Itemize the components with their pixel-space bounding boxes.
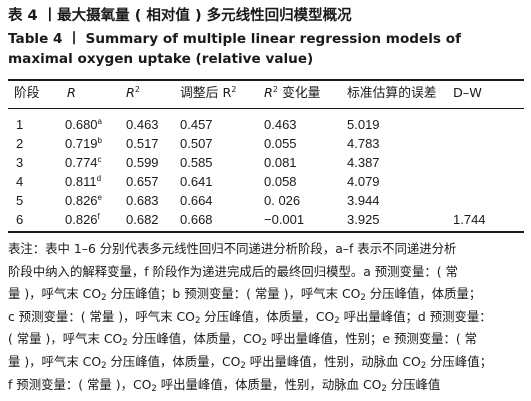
cell-standard-error: 3.944 xyxy=(347,193,380,208)
cell-r-squared: 0.657 xyxy=(126,174,159,189)
note-line: f 预测变量：( 常量 )，CO2 呼出量峰值，体质量，性别，动脉血 CO2 分… xyxy=(8,376,441,394)
header-durbin-watson: D–W xyxy=(453,86,482,101)
cell-r-squared-change: −0.001 xyxy=(264,212,305,227)
cell-r-squared: 0.517 xyxy=(126,136,159,151)
cell-adjusted-r-squared: 0.507 xyxy=(180,136,213,151)
header-r-squared-change: R2 变化量 xyxy=(264,85,321,102)
note-line: 量 )，呼气末 CO2 分压峰值；b 预测变量：( 常量 )，呼气末 CO2 分… xyxy=(8,286,482,304)
cell-stage: 5 xyxy=(16,193,24,208)
note-line: 表注：表中 1–6 分别代表多元线性回归不同递进分析阶段，a–f 表示不同递进分… xyxy=(8,241,457,256)
cell-r-squared: 0.682 xyxy=(126,212,159,227)
header-standard-error: 标准估算的误差 xyxy=(347,86,437,101)
note-line: 阶段中纳入的解释变量，f 阶段作为递进完成后的最终回归模型。a 预测变量：( 常 xyxy=(8,263,458,279)
cell-r-squared: 0.683 xyxy=(126,193,159,208)
cell-adjusted-r-squared: 0.457 xyxy=(180,117,213,132)
cell-r: 0.774c xyxy=(65,155,102,170)
table-title-chinese: 表 4 丨最大摄氧量 ( 相对值 ) 多元线性回归模型概况 xyxy=(8,8,352,24)
cell-standard-error: 4.079 xyxy=(347,174,380,189)
cell-adjusted-r-squared: 0.585 xyxy=(180,155,213,170)
table-notes: 表注：表中 1–6 分别代表多元线性回归不同递进分析阶段，a–f 表示不同递进分… xyxy=(8,238,524,396)
cell-standard-error: 4.387 xyxy=(347,155,380,170)
cell-stage: 2 xyxy=(16,136,24,151)
cell-r-squared-change: 0.058 xyxy=(264,174,297,189)
cell-adjusted-r-squared: 0.668 xyxy=(180,212,213,227)
note-line: c 预测变量：( 常量 )，呼气末 CO2 分压峰值，体质量，CO2 呼出量峰值… xyxy=(8,308,492,326)
cell-stage: 4 xyxy=(16,174,24,189)
cell-standard-error: 5.019 xyxy=(347,117,380,132)
cell-r-squared-change: 0.081 xyxy=(264,155,297,170)
cell-r: 0.811d xyxy=(65,174,102,189)
table-header-rule xyxy=(8,108,524,109)
header-r-squared: R2 xyxy=(126,85,140,102)
table-top-rule xyxy=(8,79,524,81)
cell-r: 0.826e xyxy=(65,193,102,208)
cell-stage: 1 xyxy=(16,117,24,132)
table-bottom-rule xyxy=(8,231,524,233)
cell-r-squared-change: 0. 026 xyxy=(264,193,301,208)
header-adjusted-r-squared: 调整后 R2 xyxy=(180,85,237,102)
cell-r-squared-change: 0.055 xyxy=(264,136,297,151)
header-stage: 阶段 xyxy=(14,86,40,101)
note-line: 量 )，呼气末 CO2 分压峰值，体质量，CO2 呼出量峰值，性别，动脉血 CO… xyxy=(8,353,493,371)
cell-r-squared-change: 0.463 xyxy=(264,117,297,132)
cell-adjusted-r-squared: 0.641 xyxy=(180,174,213,189)
cell-standard-error: 4.783 xyxy=(347,136,380,151)
cell-r: 0.826f xyxy=(65,212,100,227)
cell-stage: 6 xyxy=(16,212,24,227)
cell-r-squared: 0.599 xyxy=(126,155,159,170)
cell-stage: 3 xyxy=(16,155,24,170)
cell-adjusted-r-squared: 0.664 xyxy=(180,193,213,208)
cell-standard-error: 3.925 xyxy=(347,212,380,227)
cell-r-squared: 0.463 xyxy=(126,117,159,132)
cell-durbin-watson: 1.744 xyxy=(453,212,486,227)
table-title-english: Table 4 丨 Summary of multiple linear reg… xyxy=(8,31,461,67)
note-line: ( 常量 )，呼气末 CO2 分压峰值，体质量，CO2 呼出量峰值，性别；e 预… xyxy=(8,331,478,349)
header-r: R xyxy=(67,86,76,101)
cell-r: 0.719b xyxy=(65,136,102,151)
cell-r: 0.680a xyxy=(65,117,102,132)
